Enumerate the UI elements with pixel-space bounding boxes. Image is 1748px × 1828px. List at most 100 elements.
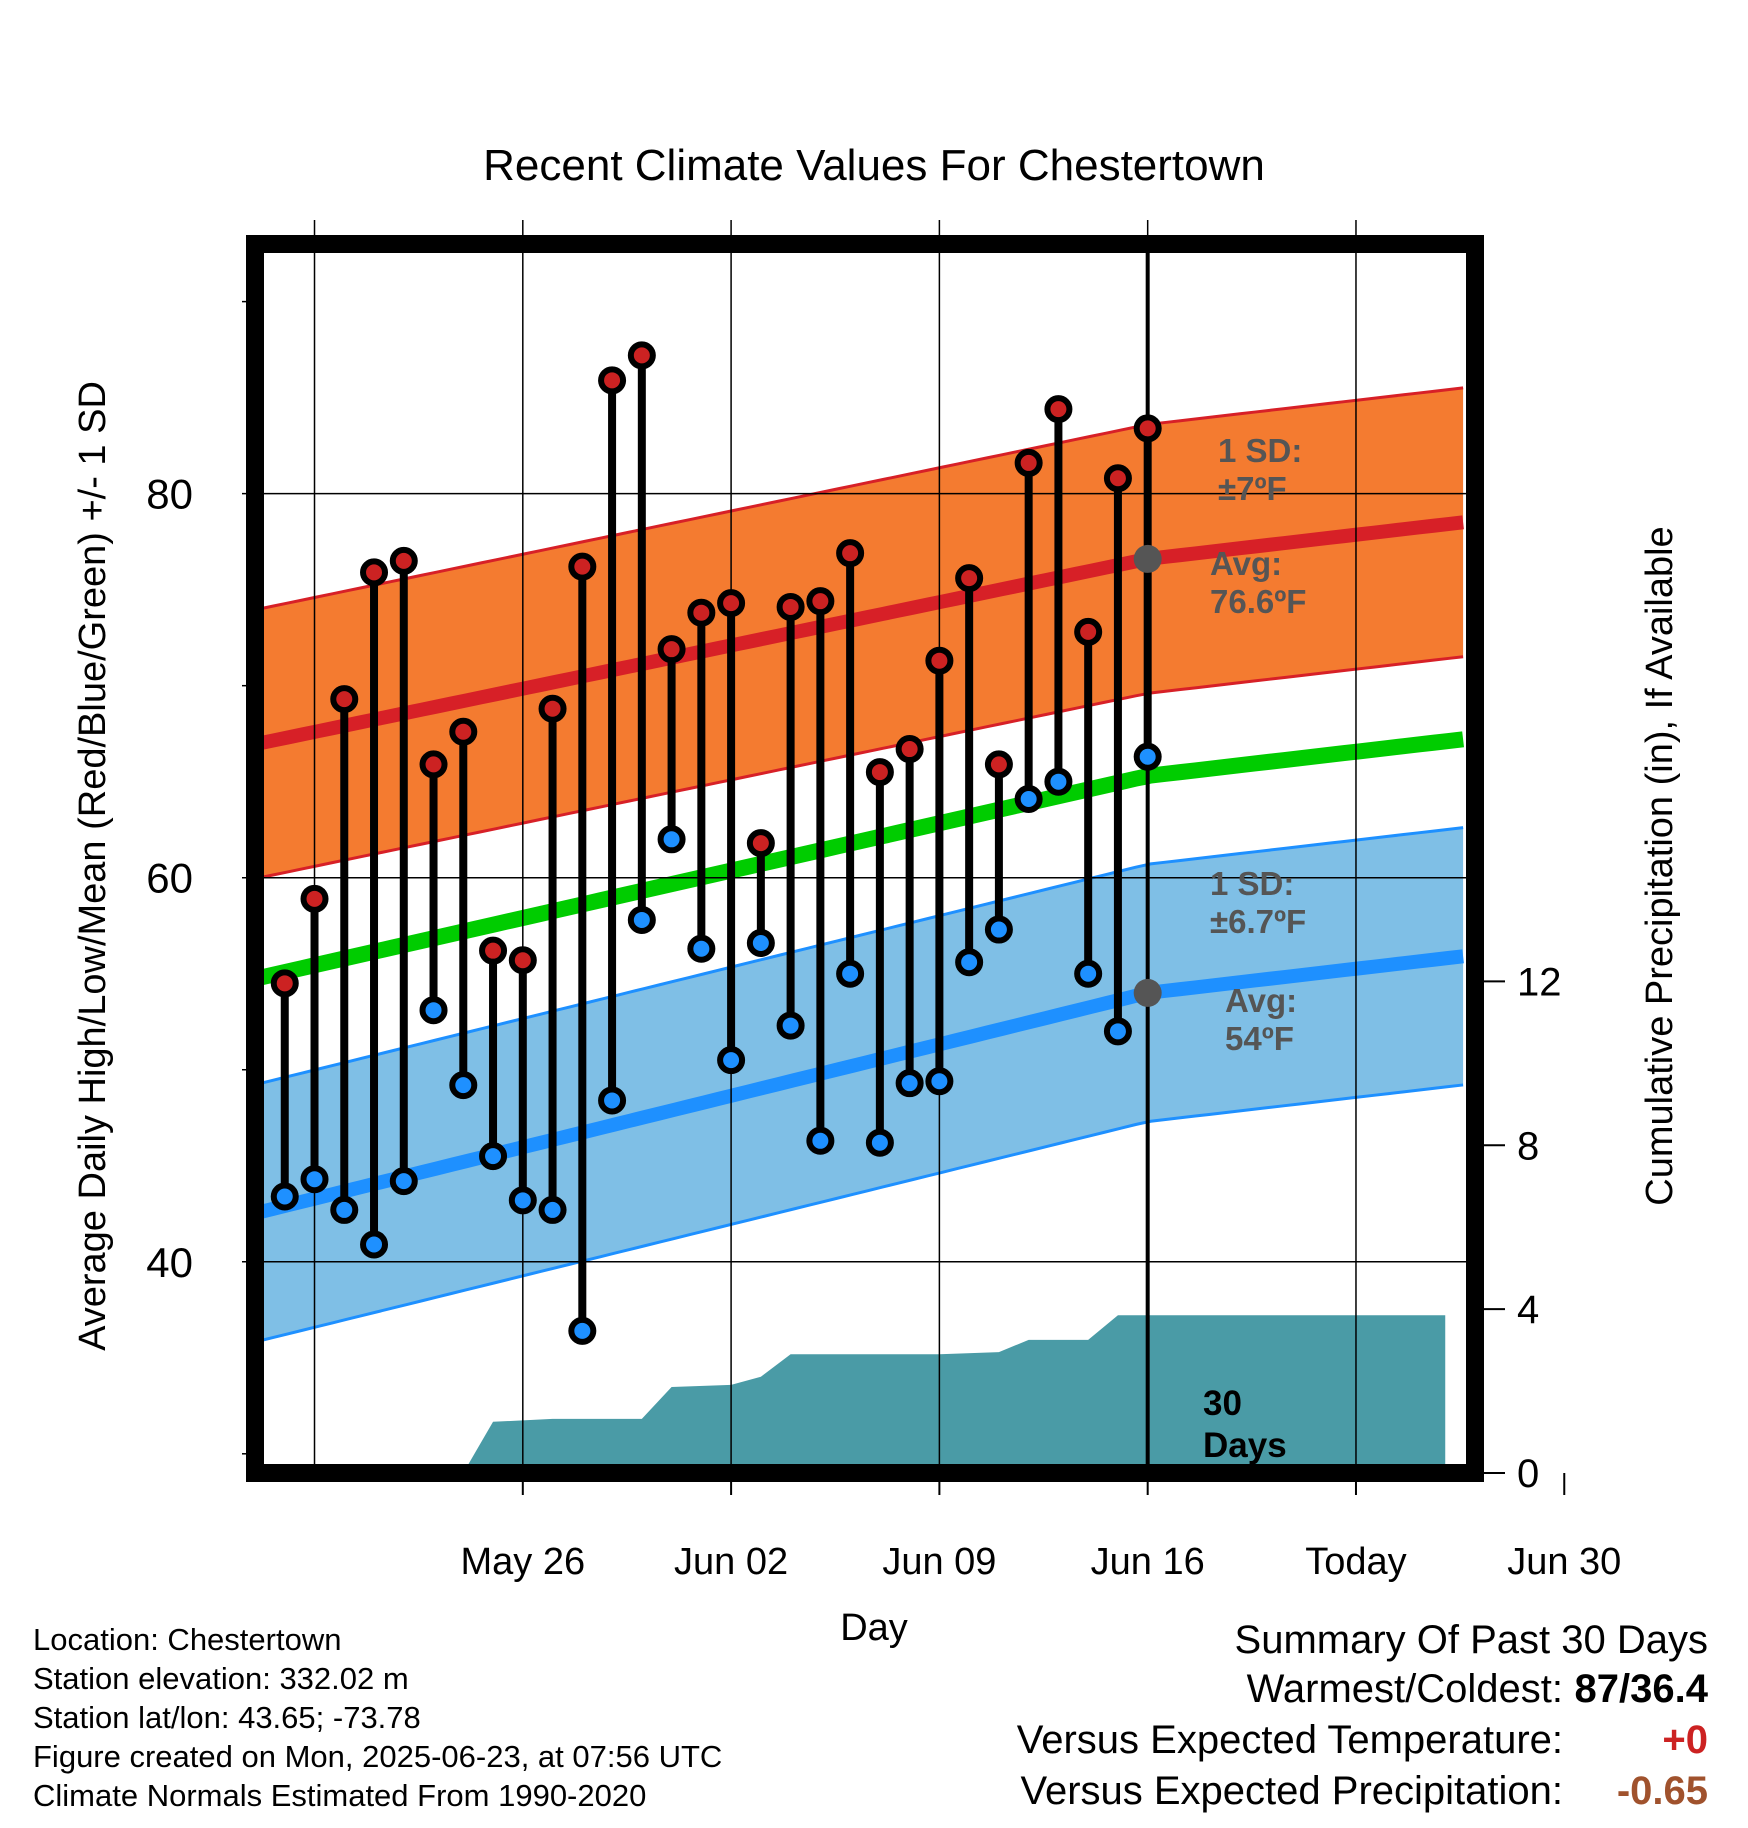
precip-label: Versus Expected Precipitation: xyxy=(1020,1769,1563,1813)
high-point xyxy=(568,552,597,581)
high-point xyxy=(330,685,359,714)
location-text: Location: Chestertown xyxy=(33,1622,342,1657)
high-point xyxy=(508,946,537,975)
summary-row-temp: Versus Expected Temperature: +0 xyxy=(808,1715,1708,1766)
low-point xyxy=(568,1316,597,1345)
high-point xyxy=(746,829,775,858)
mean-average-line xyxy=(256,731,1465,986)
low-point xyxy=(1103,1017,1132,1046)
high-point xyxy=(598,366,627,395)
high-point xyxy=(1133,414,1162,443)
low-point xyxy=(984,915,1013,944)
x-tick-label-2: Jun 09 xyxy=(882,1541,996,1583)
low-point xyxy=(449,1071,478,1100)
x-tick-label-0: May 26 xyxy=(460,1541,585,1583)
low-band-upper xyxy=(257,826,1464,1086)
high-point xyxy=(717,589,746,618)
low-point xyxy=(360,1230,389,1259)
low-point xyxy=(1044,767,1073,796)
y2-axis-label: Cumulative Precipitation (in), If Availa… xyxy=(1639,526,1681,1205)
high-point xyxy=(806,587,835,616)
high-point xyxy=(776,592,805,621)
today-days-label: 30 Days xyxy=(1203,1384,1287,1465)
low-point xyxy=(1074,959,1103,988)
y2-tick-label-1: 4 xyxy=(1517,1288,1539,1332)
y2-tick-label-3: 12 xyxy=(1517,960,1562,1004)
y-tick-label-0: 40 xyxy=(146,1239,193,1286)
low-point xyxy=(538,1195,567,1224)
x-tick-label-4: Today xyxy=(1305,1541,1406,1583)
summary-row-precip: Versus Expected Precipitation: -0.65 xyxy=(808,1766,1708,1817)
high-point xyxy=(1044,395,1073,424)
high-point xyxy=(360,558,389,587)
low-point xyxy=(508,1186,537,1215)
high-average-line xyxy=(256,515,1464,751)
low-avg-annotation: Avg: 54ºF xyxy=(1225,982,1297,1057)
y-tick-label-1: 60 xyxy=(146,855,193,902)
low-point xyxy=(389,1167,418,1196)
low-point xyxy=(955,948,984,977)
high-point xyxy=(984,750,1013,779)
low-sd-annotation: 1 SD: ±6.7ºF xyxy=(1210,865,1306,940)
low-point xyxy=(627,905,656,934)
low-point xyxy=(687,934,716,963)
high-point xyxy=(270,969,299,998)
high-point xyxy=(1074,617,1103,646)
low-point xyxy=(925,1067,954,1096)
today-low-avg-marker xyxy=(1133,978,1162,1007)
high-point xyxy=(925,646,954,675)
low-point xyxy=(895,1069,924,1098)
high-point xyxy=(449,717,478,746)
summary-title: Summary Of Past 30 Days xyxy=(1234,1618,1708,1662)
low-point xyxy=(479,1142,508,1171)
low-point xyxy=(300,1165,329,1194)
x-axis-label: Day xyxy=(840,1607,908,1649)
low-point xyxy=(806,1126,835,1155)
temp-label: Versus Expected Temperature: xyxy=(1016,1718,1563,1762)
low-point xyxy=(717,1046,746,1075)
high-point xyxy=(300,884,329,913)
y-axis-label: Average Daily High/Low/Mean (Red/Blue/Gr… xyxy=(72,381,114,1351)
high-point xyxy=(657,635,686,664)
low-point xyxy=(598,1086,627,1115)
low-average-line xyxy=(256,949,1464,1220)
low-point xyxy=(419,996,448,1025)
precip-area xyxy=(463,1315,1446,1473)
station-info: Location: Chestertown Station elevation:… xyxy=(33,1620,722,1815)
latlon-text: Station lat/lon: 43.65; -73.78 xyxy=(33,1700,421,1735)
created-text: Figure created on Mon, 2025-06-23, at 07… xyxy=(33,1739,723,1774)
high-avg-annotation: Avg: 76.6ºF xyxy=(1210,545,1306,620)
low-point xyxy=(270,1182,299,1211)
high-point xyxy=(687,598,716,627)
high-point xyxy=(1014,448,1043,477)
high-point xyxy=(836,539,865,568)
high-point xyxy=(479,936,508,965)
warmest-value: 87/36.4 xyxy=(1574,1667,1708,1711)
high-point xyxy=(419,750,448,779)
summary-row-warmest: Warmest/Coldest: 87/36.4 xyxy=(808,1664,1708,1715)
y2-tick-label-0: 0 xyxy=(1517,1452,1539,1496)
temp-value: +0 xyxy=(1662,1718,1708,1762)
high-point xyxy=(865,758,894,787)
x-tick-label-1: Jun 02 xyxy=(674,1541,788,1583)
today-high-avg-marker xyxy=(1133,544,1162,573)
high-band xyxy=(257,387,1464,879)
low-band-lower xyxy=(257,1083,1464,1343)
y-tick-label-2: 80 xyxy=(146,471,193,518)
high-band-lower xyxy=(257,655,1464,880)
normals-text: Climate Normals Estimated From 1990-2020 xyxy=(33,1778,647,1813)
low-point xyxy=(1014,784,1043,813)
x-tick-label-3: Jun 16 xyxy=(1091,1541,1205,1583)
low-point xyxy=(330,1195,359,1224)
y2-tick-label-2: 8 xyxy=(1517,1124,1539,1168)
low-point xyxy=(865,1128,894,1157)
high-point xyxy=(895,735,924,764)
plot-area: 1 SD: ±7ºF Avg: 76.6ºF 1 SD: ±6.7ºF Avg: 54ºF 30… xyxy=(146,220,1621,1583)
low-point xyxy=(1133,742,1162,771)
high-point xyxy=(538,694,567,723)
high-point xyxy=(1103,464,1132,493)
low-point xyxy=(657,825,686,854)
chart-title: Recent Climate Values For Chestertown xyxy=(483,141,1265,190)
plot-frame xyxy=(246,235,1484,1482)
